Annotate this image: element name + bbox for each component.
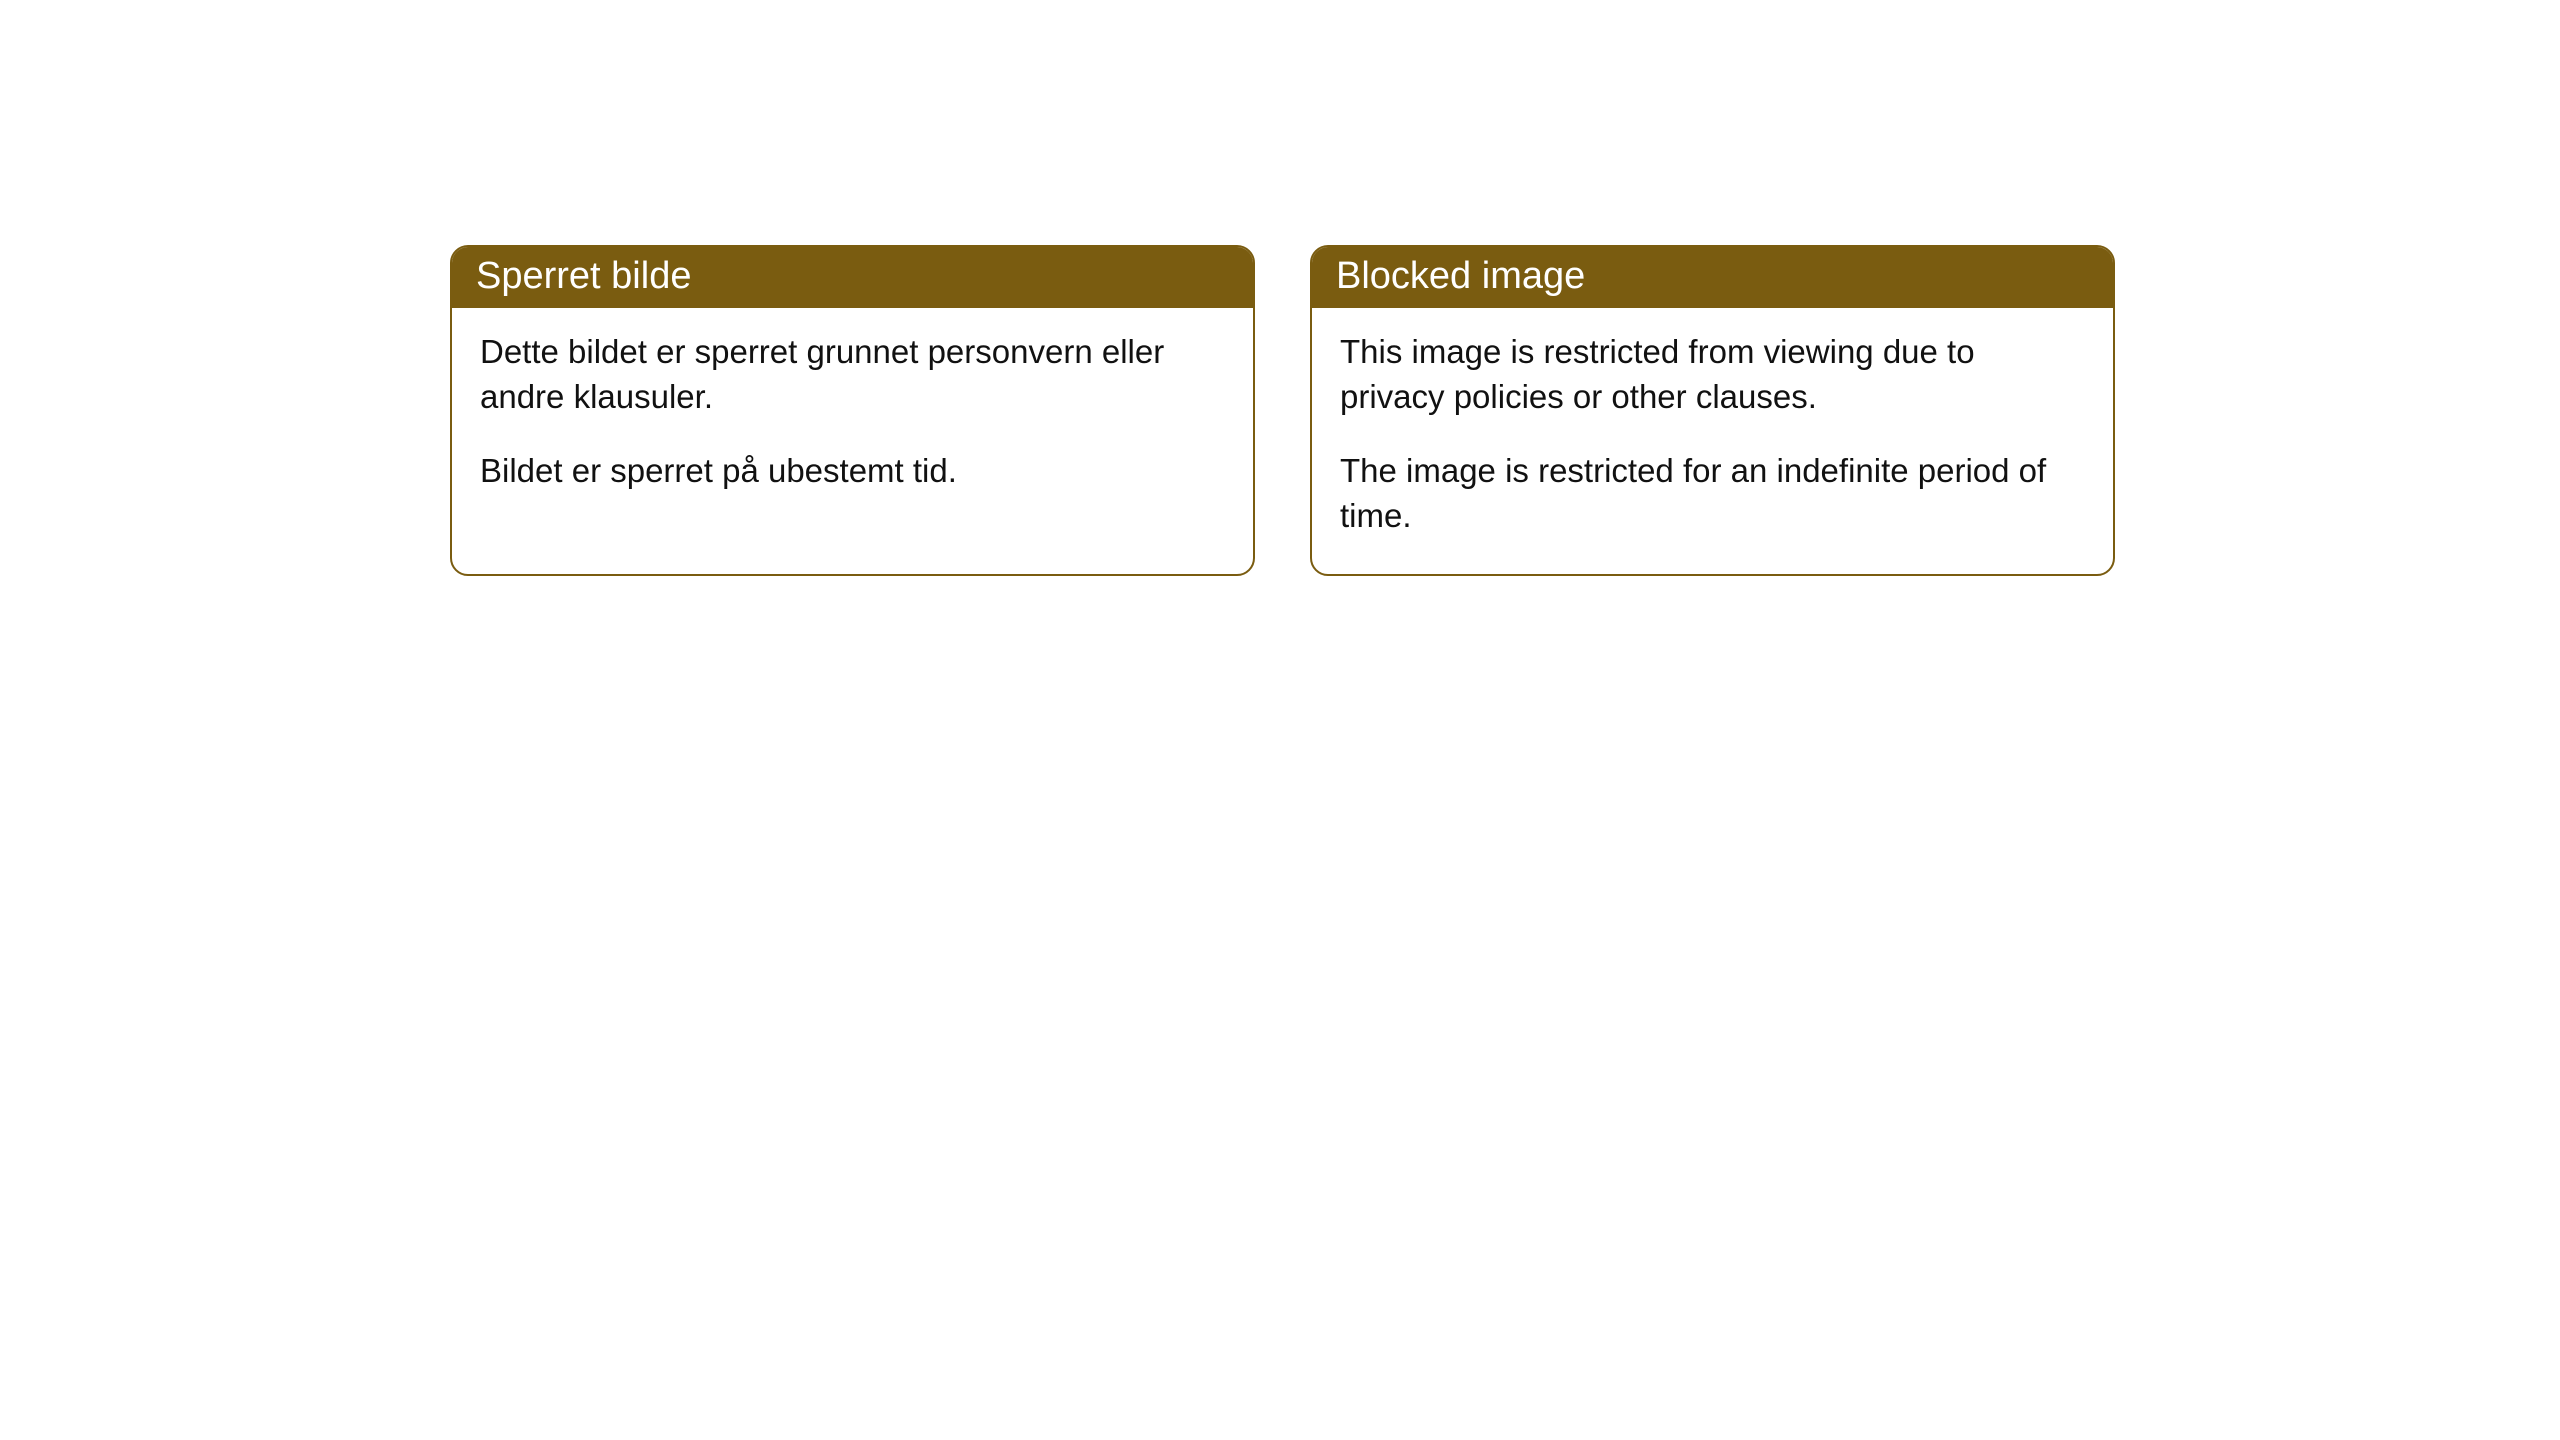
card-header-english: Blocked image <box>1312 247 2113 308</box>
cards-container: Sperret bilde Dette bildet er sperret gr… <box>0 0 2560 576</box>
card-header-norwegian: Sperret bilde <box>452 247 1253 308</box>
card-english: Blocked image This image is restricted f… <box>1310 245 2115 576</box>
card-body-norwegian: Dette bildet er sperret grunnet personve… <box>452 308 1253 530</box>
card-norwegian: Sperret bilde Dette bildet er sperret gr… <box>450 245 1255 576</box>
card-paragraph: The image is restricted for an indefinit… <box>1340 449 2085 538</box>
card-paragraph: Dette bildet er sperret grunnet personve… <box>480 330 1225 419</box>
card-paragraph: Bildet er sperret på ubestemt tid. <box>480 449 1225 494</box>
card-body-english: This image is restricted from viewing du… <box>1312 308 2113 574</box>
card-paragraph: This image is restricted from viewing du… <box>1340 330 2085 419</box>
